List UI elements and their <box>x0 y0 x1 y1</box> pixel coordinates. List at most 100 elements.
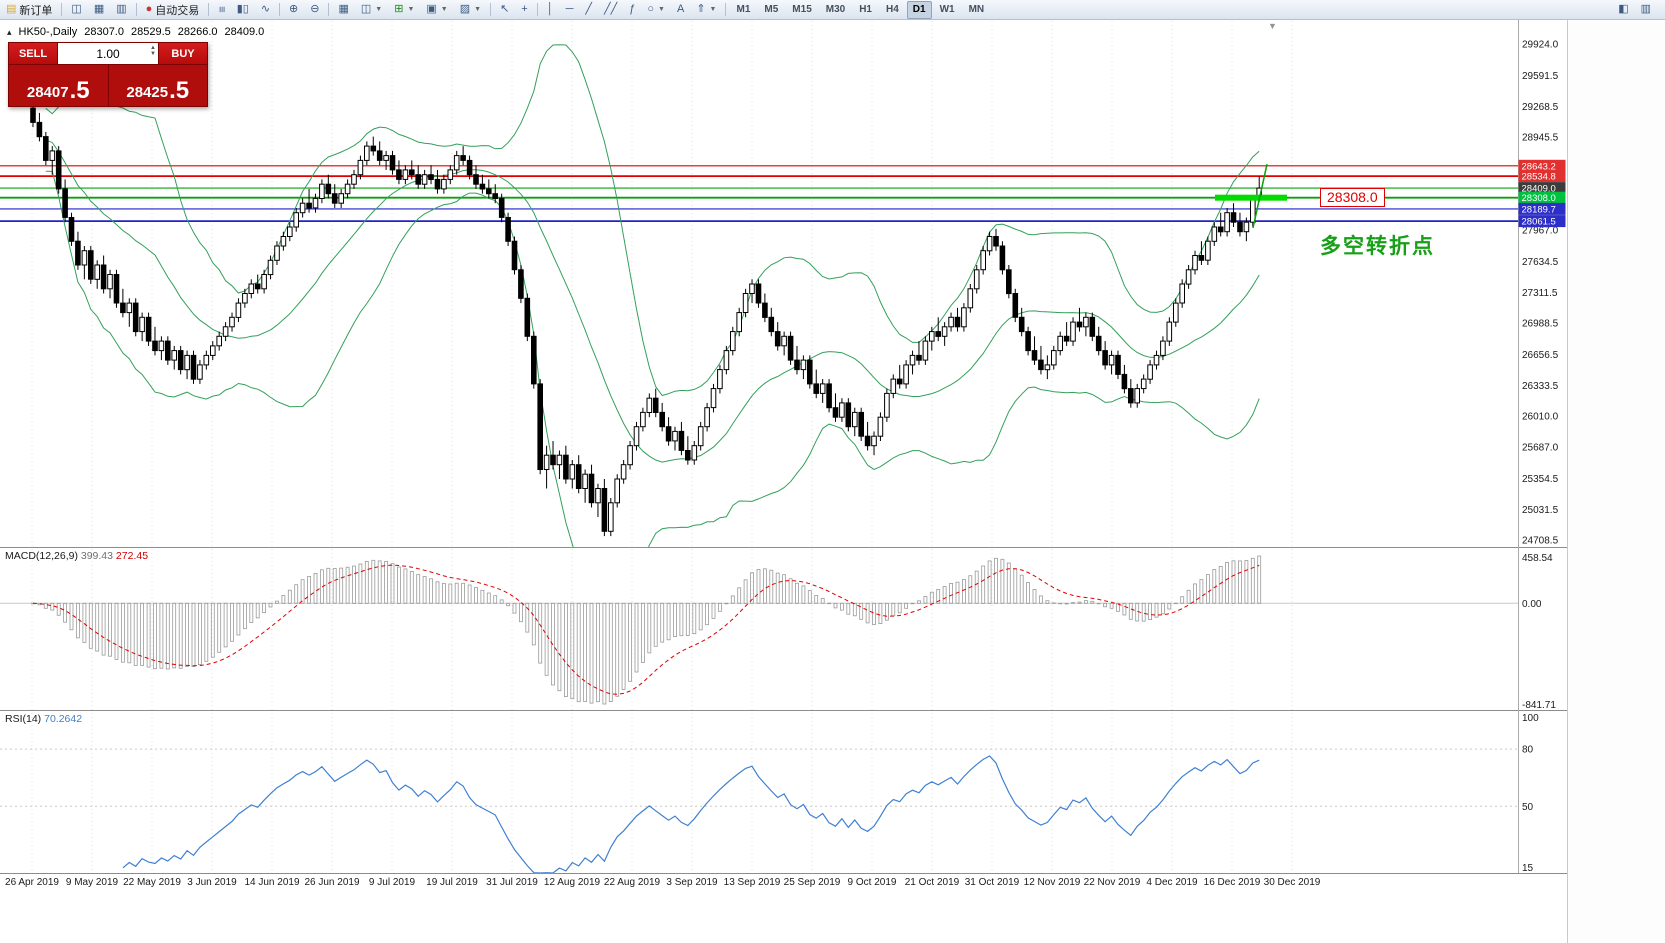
svg-text:25 Sep 2019: 25 Sep 2019 <box>784 877 841 888</box>
zoom-out-icon: ⊖ <box>310 3 320 15</box>
dropdown-caret-icon[interactable]: ▼ <box>709 6 717 13</box>
window-layout-icon: ◧ <box>1618 3 1629 15</box>
zoom-in-button[interactable]: ⊕ <box>284 1 303 19</box>
collapse-arrow-icon[interactable]: ▴ <box>7 26 12 37</box>
highlight-zone[interactable] <box>1215 194 1287 201</box>
buy-price[interactable]: 28425.5 <box>109 65 208 106</box>
chart-shift-icon[interactable]: ▼ <box>1268 21 1277 31</box>
dropdown-caret-icon[interactable]: ▼ <box>658 6 665 13</box>
timeframe-m1-button[interactable]: M1 <box>736 4 751 15</box>
timeframe-h4-button[interactable]: H4 <box>886 4 899 15</box>
timeframe-w1-button[interactable]: W1 <box>939 4 955 15</box>
svg-text:26988.5: 26988.5 <box>1522 319 1559 330</box>
svg-text:458.54: 458.54 <box>1522 553 1553 564</box>
new-chart-button[interactable]: ◫ ▼ <box>356 1 387 19</box>
svg-text:12 Aug 2019: 12 Aug 2019 <box>544 877 601 888</box>
shapes-button[interactable]: ○ ▼ <box>642 1 670 19</box>
price-tag <box>1518 170 1566 183</box>
svg-text:22 May 2019: 22 May 2019 <box>123 877 181 888</box>
toolbar-separator <box>279 3 281 16</box>
price-level-label[interactable]: 28308.0 <box>1320 188 1385 207</box>
chart-list-button[interactable]: ▥ <box>1636 1 1656 19</box>
new-order-button[interactable]: ▤ 新订单 <box>1 1 57 19</box>
timeframe-mn-button[interactable]: MN <box>968 4 985 15</box>
price-tag <box>1518 215 1566 228</box>
crosshair-button[interactable]: + <box>516 1 532 19</box>
indicators-icon: ⊞ <box>394 3 404 15</box>
price-tag <box>1518 191 1566 204</box>
volume-spinner[interactable]: ▲ ▼ <box>150 45 156 57</box>
timeframe-m30-button[interactable]: M30 <box>825 4 846 15</box>
shapes-icon: ○ <box>647 3 655 15</box>
candle-chart-button[interactable]: ▮▯ <box>232 1 254 19</box>
svg-text:3 Sep 2019: 3 Sep 2019 <box>666 877 718 888</box>
cursor-button[interactable]: ↖ <box>495 1 514 19</box>
text-button[interactable]: A <box>672 1 689 19</box>
svg-text:0.00: 0.00 <box>1522 599 1542 610</box>
macd-signal-value: 272.45 <box>115 550 149 562</box>
trend-line[interactable] <box>1252 164 1268 229</box>
periods-button[interactable]: ▣ ▼ <box>421 1 452 19</box>
periods-icon: ▣ <box>426 3 437 15</box>
zoom-in-icon: ⊕ <box>289 3 299 15</box>
templates-button[interactable]: ▨ ▼ <box>455 1 486 19</box>
horizontal-line-button[interactable]: ─ <box>561 1 579 19</box>
dropdown-caret-icon[interactable]: ▼ <box>375 6 383 13</box>
timeframe-h1-button[interactable]: H1 <box>859 4 872 15</box>
line-chart-button[interactable]: ∿ <box>256 1 275 19</box>
horizontal-line-icon: ─ <box>565 3 574 15</box>
volume-up-icon[interactable]: ▲ <box>150 45 156 51</box>
autotrading-button[interactable]: ● 自动交易 <box>141 1 205 19</box>
svg-text:22 Aug 2019: 22 Aug 2019 <box>604 877 661 888</box>
indicators-button[interactable]: ⊞ ▼ <box>389 1 419 19</box>
svg-text:9 Jul 2019: 9 Jul 2019 <box>369 877 416 888</box>
buy-button[interactable]: BUY <box>158 43 207 64</box>
channel-button[interactable]: ╱╱ <box>599 1 622 19</box>
autotrading-icon: ● <box>145 3 153 15</box>
vertical-line-button[interactable]: │ <box>542 1 559 19</box>
macd-histogram <box>31 555 1262 705</box>
toolbar-separator <box>536 3 538 16</box>
volume-field[interactable]: 1.00 ▲ ▼ <box>58 43 158 64</box>
sell-button[interactable]: SELL <box>9 43 58 64</box>
svg-text:24708.5: 24708.5 <box>1522 536 1559 547</box>
macd-value: 399.43 <box>80 550 113 562</box>
dropdown-caret-icon[interactable]: ▼ <box>440 6 448 13</box>
window-layout-button[interactable]: ◧ <box>1613 1 1633 19</box>
zoom-out-button[interactable]: ⊖ <box>305 1 324 19</box>
right-panel <box>1567 19 1665 943</box>
volume-down-icon[interactable]: ▼ <box>150 51 156 57</box>
chart-window-button[interactable]: ◫ <box>66 1 86 19</box>
timeframe-d1-button[interactable]: D1 <box>906 0 932 19</box>
toolbar-separator <box>328 3 330 16</box>
timeframe-m15-button[interactable]: M15 <box>792 4 812 15</box>
svg-text:80: 80 <box>1522 745 1534 756</box>
rsi-value: 70.2642 <box>44 713 83 725</box>
trendline-button[interactable]: ╱ <box>580 1 597 19</box>
tile-windows-button[interactable]: ▦ <box>333 1 353 19</box>
price-divider <box>107 65 109 106</box>
new-chart-icon: ◫ <box>360 3 372 15</box>
data-window-button[interactable]: ▥ <box>111 1 131 19</box>
price-tag <box>1518 202 1566 215</box>
dropdown-caret-icon[interactable]: ▼ <box>474 6 482 13</box>
market-watch-button[interactable]: ▦ <box>89 1 109 19</box>
autotrading-button-label: 自动交易 <box>155 4 200 17</box>
sell-price[interactable]: 28407.5 <box>9 65 108 106</box>
rsi-name: RSI(14) <box>5 713 42 725</box>
fibonacci-button[interactable]: ƒ <box>624 1 640 19</box>
timeframe-m5-button[interactable]: M5 <box>764 4 779 15</box>
fibonacci-icon: ƒ <box>629 3 636 15</box>
price-axis: 29924.0 29591.5 29268.5 28945.5 27967.0 27634… <box>1518 40 1566 547</box>
bar-chart-button[interactable]: ≡ <box>213 1 229 19</box>
svg-text:19 Jul 2019: 19 Jul 2019 <box>426 877 478 888</box>
svg-text:21 Oct 2019: 21 Oct 2019 <box>905 877 960 888</box>
toolbar-separator <box>135 3 137 16</box>
bar-chart-icon: ≡ <box>215 6 228 13</box>
templates-icon: ▨ <box>459 3 471 15</box>
svg-text:26656.5: 26656.5 <box>1522 350 1559 361</box>
bollinger-bands <box>45 44 1260 547</box>
chart-canvas[interactable]: 29924.0 29591.5 29268.5 28945.5 27967.0 27634… <box>0 19 1567 891</box>
arrows-button[interactable]: ⇑ ▼ <box>691 1 721 19</box>
dropdown-caret-icon[interactable]: ▼ <box>407 6 415 13</box>
